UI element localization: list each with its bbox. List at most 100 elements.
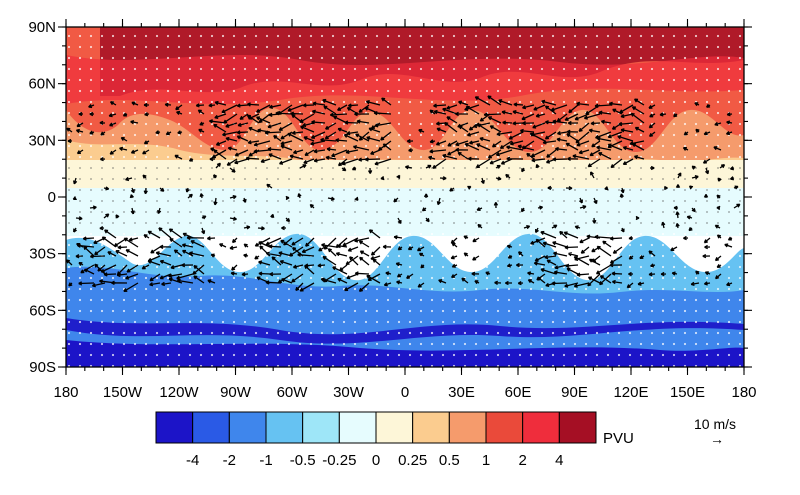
wind-vector	[480, 177, 485, 185]
wind-vector	[544, 105, 557, 115]
wind-vector	[267, 147, 282, 152]
wind-vector	[354, 196, 359, 201]
wind-vector	[673, 113, 678, 118]
wind-vector	[631, 106, 645, 115]
wind-vector	[266, 183, 273, 189]
wind-vector	[612, 108, 623, 115]
wind-vector	[129, 194, 134, 199]
wind-vector	[531, 158, 546, 163]
wind-vector	[487, 116, 502, 124]
wind-vector	[607, 143, 623, 151]
wind-vector	[116, 272, 128, 278]
colorbar-swatch	[265, 411, 304, 444]
wind-vector	[494, 280, 502, 285]
wind-vector	[213, 197, 218, 206]
wind-vector	[714, 121, 722, 127]
wind-vector	[596, 136, 612, 142]
wind-vector	[618, 121, 634, 127]
wind-vector	[593, 197, 598, 205]
wind-vector	[313, 158, 326, 163]
wind-vector	[506, 156, 524, 161]
wind-vector	[442, 153, 458, 160]
wind-vector	[158, 227, 172, 239]
wind-vector	[229, 245, 238, 250]
wind-vector	[356, 119, 370, 124]
latitude-labels: 90N 60N 30N 0 30S 60S 90S	[28, 19, 56, 376]
wind-vector	[673, 205, 679, 211]
wind-vector	[726, 112, 733, 117]
wind-vector	[103, 186, 110, 191]
wind-vector	[396, 273, 403, 278]
wind-vector	[267, 122, 282, 129]
wind-vector	[530, 149, 546, 158]
wind-vector	[522, 104, 535, 110]
wind-vector	[144, 112, 150, 117]
wind-vector	[628, 271, 634, 277]
wind-vector	[472, 237, 480, 243]
wind-vector	[185, 187, 190, 193]
wind-vector	[425, 164, 432, 169]
wind-vector	[373, 110, 392, 116]
wind-vector	[540, 230, 557, 239]
wind-vector	[588, 128, 601, 133]
wind-vector	[688, 185, 694, 190]
wind-vector	[544, 254, 557, 260]
wind-vector	[76, 149, 84, 155]
wind-vector	[254, 237, 271, 247]
wind-vector	[75, 254, 84, 259]
colorbar-unit-label: PVU	[603, 430, 634, 447]
wind-vector	[537, 276, 546, 284]
lon-label: 180	[53, 384, 78, 401]
wind-vector	[236, 103, 249, 108]
wind-vector	[258, 113, 271, 124]
wind-vector	[94, 263, 106, 275]
wind-vector	[188, 251, 205, 257]
wind-vector	[358, 131, 370, 141]
wind-vector	[458, 100, 469, 106]
wind-vector	[513, 102, 524, 107]
wind-vector	[567, 120, 579, 126]
wind-vector	[537, 205, 544, 210]
wind-vector	[320, 137, 337, 143]
colorbar-swatch	[485, 411, 524, 444]
wind-vector	[595, 264, 612, 275]
wind-vector	[716, 194, 721, 199]
wind-vector	[578, 149, 590, 155]
wind-vector	[702, 158, 711, 164]
wind-vector	[637, 281, 645, 286]
wind-vector	[209, 119, 227, 124]
wind-vector	[559, 230, 568, 239]
wind-vector	[354, 271, 370, 276]
wind-vector	[231, 237, 238, 244]
wind-vector	[109, 149, 117, 155]
wind-vector	[230, 271, 238, 276]
wind-vector	[648, 131, 656, 138]
wind-vector	[359, 250, 370, 257]
wind-vector	[617, 135, 634, 142]
wind-vector	[557, 131, 568, 136]
wind-vector	[485, 271, 491, 276]
wind-vector	[588, 258, 601, 266]
colorbar-swatch	[522, 411, 560, 444]
wind-vectors	[66, 95, 741, 293]
wind-vector	[260, 158, 271, 164]
wind-vector	[385, 271, 392, 276]
wind-vector	[639, 255, 645, 259]
wind-vector	[300, 125, 315, 133]
wind-vector	[143, 187, 148, 195]
wind-vector	[265, 280, 282, 285]
wind-vector	[311, 119, 326, 125]
wind-vector	[591, 140, 601, 148]
wind-vector	[542, 241, 557, 248]
wind-vector	[450, 273, 458, 279]
wind-vector	[507, 254, 513, 259]
wind-vector	[128, 237, 139, 242]
wind-vector	[368, 127, 381, 133]
wind-vector	[209, 156, 216, 162]
wind-vector	[147, 230, 161, 239]
wind-vector	[268, 112, 282, 117]
wind-vector	[342, 237, 359, 247]
wind-vector	[161, 281, 172, 287]
wind-vector	[438, 279, 447, 284]
wind-vector	[366, 274, 381, 284]
